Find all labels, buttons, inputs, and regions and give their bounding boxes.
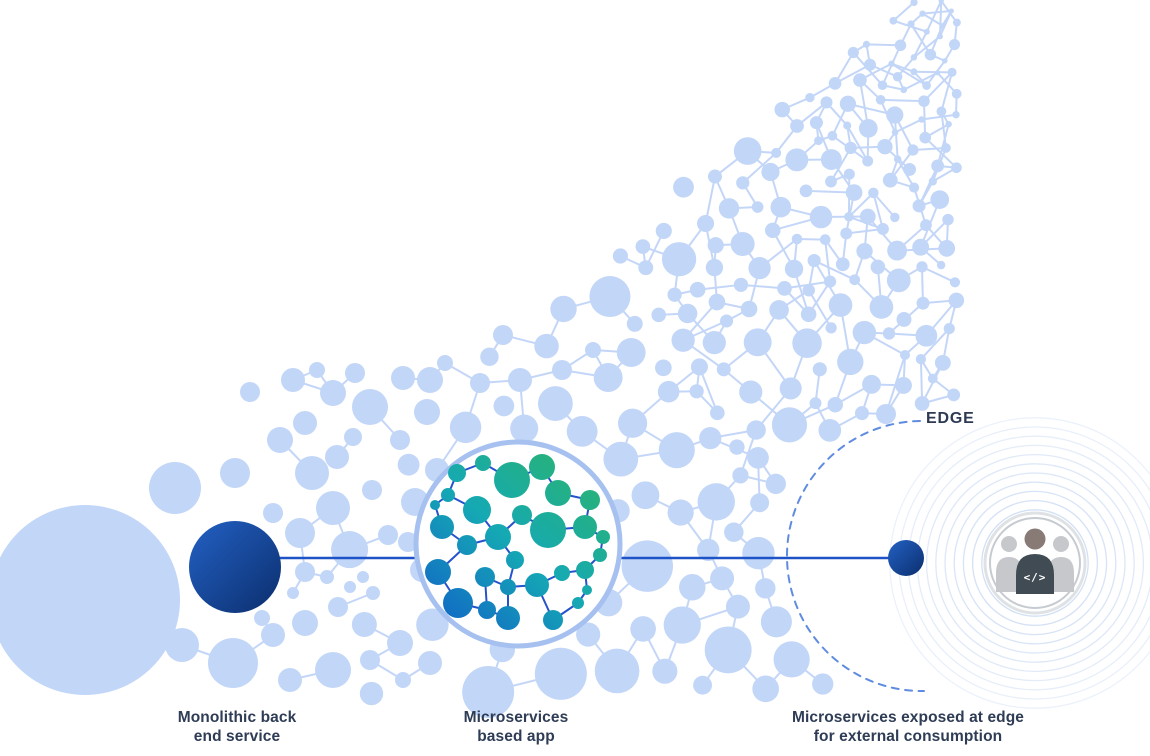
person-right-head [1053,536,1069,552]
caption-edge-line2: for external consumption [813,728,1003,745]
edge-label: EDGE [926,410,975,427]
caption-microservices: Microservices based app [366,708,666,746]
monolith-node-layer [189,521,281,613]
edge-dot [888,540,924,576]
microservices-node-layer [413,439,623,649]
bubble-network-layer [0,0,965,719]
people-icon-layer [983,511,1087,615]
edge-dot-layer [888,540,924,576]
person-center-head [1024,528,1046,550]
caption-edge-line1: Microservices exposed at edge [791,709,1025,726]
caption-monolith-line1: Monolithic back [177,709,297,726]
person-left-head [1001,536,1017,552]
caption-microservices-line2: based app [477,728,555,745]
caption-edge: Microservices exposed at edge for extern… [728,708,1088,746]
monolith-circle [189,521,281,613]
person-left-body [996,557,1022,592]
code-glyph-layer: </> [1024,571,1047,584]
person-center-body [1016,554,1054,594]
caption-monolith-line2: end service [193,728,281,745]
caption-monolith: Monolithic back end service [87,708,387,746]
code-icon: </> [1024,571,1047,584]
person-right-body [1048,557,1074,592]
caption-microservices-line1: Microservices [463,709,569,726]
